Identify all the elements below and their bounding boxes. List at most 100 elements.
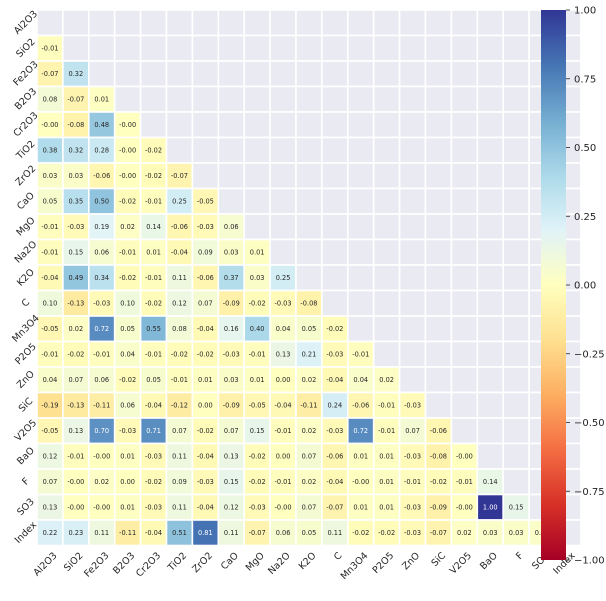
masked-cell [269,213,297,241]
x-tick-B2O3: B2O3 [111,550,137,576]
cell-K2O-CaO [217,264,246,292]
cell-label-V2O5-Al2O3: -0.05 [41,427,58,435]
cell-label-Index-BaO: 0.03 [483,529,498,537]
masked-cell [346,213,375,241]
cell-label-K2O-ZrO2: -0.06 [197,274,214,282]
masked-cell [269,238,297,266]
cell-Na2O-TiO2 [165,238,194,266]
cell-label-MgO-B2O3: 0.02 [120,223,135,231]
cell-label-ZnO-K2O: 0.02 [302,376,317,384]
cell-label-K2O-B2O3: -0.02 [119,274,136,282]
masked-cell [450,417,479,445]
cell-C-B2O3 [113,289,142,317]
cell-label-Index-ZnO: -0.03 [404,529,421,537]
x-tick-SiO2: SiO2 [62,550,85,573]
cell-CaO-SiO2 [62,187,90,215]
cell-Index-B2O3 [113,519,142,547]
cell-label-ZnO-P2O5: 0.02 [379,376,394,384]
masked-cell [424,213,453,241]
cell-B2O3-SiO2 [62,85,90,113]
cell-label-F-K2O: 0.02 [302,478,317,486]
masked-cell [139,111,168,139]
cell-label-Index-Na2O: 0.06 [276,529,291,537]
masked-cell [295,9,323,37]
y-tick-SiO2: SiO2 [14,37,37,60]
cell-label-Index-Fe2O3: 0.11 [94,529,109,537]
masked-cell [398,213,427,241]
masked-cell [191,9,220,37]
masked-cell [217,162,246,190]
cell-label-K2O-Fe2O3: 0.34 [94,274,109,282]
cell-label-Index-V2O5: 0.02 [457,529,472,537]
cell-label-F-SiC: -0.02 [430,478,447,486]
cell-label-Index-Cr2O3: -0.04 [145,529,162,537]
cell-label-BaO-Al2O3: 0.12 [43,452,58,460]
cell-label-TiO2-SiO2: 0.32 [69,146,84,154]
cell-label-BaO-Na2O: 0.00 [276,452,291,460]
masked-cell [372,213,401,241]
cell-label-K2O-Cr2O3: -0.01 [145,274,162,282]
masked-cell [398,162,427,190]
cell-label-Mn3O4-Fe2O3: 0.72 [94,325,109,333]
cell-label-Mn3O4-SiO2: 0.02 [69,325,84,333]
cell-label-V2O5-K2O: 0.02 [302,427,317,435]
cell-ZnO-K2O [295,366,323,394]
cell-BaO-Mn3O4 [346,442,375,470]
cell-Index-Fe2O3 [88,519,116,547]
cell-label-C-Al2O3: 0.10 [43,299,58,307]
masked-cell [295,34,323,62]
masked-cell [243,136,271,164]
cell-label-Index-F: 0.03 [509,529,524,537]
masked-cell [450,340,479,368]
masked-cell [424,340,453,368]
cell-Fe2O3-SiO2 [62,60,90,88]
cell-V2O5-Na2O [269,417,297,445]
masked-cell [450,289,479,317]
masked-cell [165,60,194,88]
colorbar-tick-label: −1.00 [574,556,605,567]
cell-F-B2O3 [113,468,142,496]
cell-label-F-TiO2: 0.09 [172,478,187,486]
cell-label-SO3-CaO: 0.12 [224,503,239,511]
masked-cell [321,289,349,317]
masked-cell [321,213,349,241]
masked-cell [62,9,90,37]
cell-Index-MgO [243,519,271,547]
masked-cell [502,213,530,241]
cell-Index-V2O5 [450,519,479,547]
cell-label-BaO-ZrO2: -0.04 [197,452,214,460]
cell-SiC-Al2O3 [36,391,64,419]
masked-cell [88,34,116,62]
cell-SO3-BaO [476,493,504,521]
masked-cell [165,111,194,139]
masked-cell [243,162,271,190]
cell-label-SiC-K2O: -0.11 [300,401,317,409]
masked-cell [372,315,401,343]
cell-label-ZrO2-Al2O3: 0.03 [43,172,58,180]
cell-V2O5-K2O [295,417,323,445]
x-tick-F: F [514,550,526,562]
cell-label-Na2O-Cr2O3: 0.01 [146,248,161,256]
cell-F-Na2O [269,468,297,496]
masked-cell [450,391,479,419]
cell-SiC-SiO2 [62,391,90,419]
x-tick-ZrO2: ZrO2 [190,550,215,575]
masked-cell [476,315,504,343]
masked-cell [321,136,349,164]
masked-cell [321,85,349,113]
cell-label-P2O5-ZrO2: -0.02 [197,350,214,358]
cell-label-V2O5-ZrO2: -0.02 [197,427,214,435]
masked-cell [269,85,297,113]
masked-cell [450,34,479,62]
masked-cell [295,264,323,292]
masked-cell [398,264,427,292]
cell-label-P2O5-SiO2: -0.02 [67,350,84,358]
cell-label-F-BaO: 0.14 [483,478,498,486]
cell-label-SO3-C: -0.07 [326,503,343,511]
masked-cell [113,9,142,37]
cell-label-Na2O-SiO2: 0.15 [69,248,84,256]
masked-cell [139,85,168,113]
cell-BaO-Cr2O3 [139,442,168,470]
masked-cell [476,340,504,368]
